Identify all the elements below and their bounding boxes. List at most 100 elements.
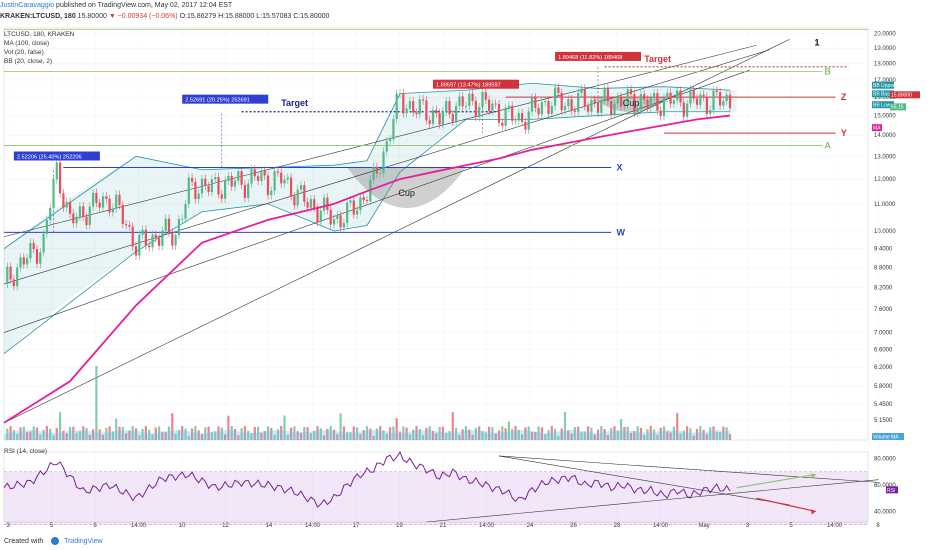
candle [646,99,649,108]
volume-bar [85,427,88,440]
x-tick-label: 24 [527,523,534,529]
candle [547,101,550,114]
candle [629,89,633,95]
volume-bar [336,434,339,440]
volume-bar [497,430,501,440]
volume-bar [144,426,147,440]
x-tick-label: 28 [614,523,621,529]
candle [725,94,728,101]
volume-bar [596,429,600,440]
candle [695,98,699,105]
candle [455,105,458,122]
volume-bar [560,428,563,440]
volume-bar [415,426,418,440]
indicator-vol-label[interactable]: Vol (20, false) [4,49,44,56]
candle [613,103,616,115]
volume-bar [39,434,42,440]
candle [98,202,101,208]
candle [131,226,134,247]
axis-badge-label: BB Lower [873,103,895,109]
volume-bar [6,428,9,440]
volume-bar [445,432,448,440]
y-tick-label: 5.1500 [874,418,893,424]
axis-badge-label: RSI [887,488,895,494]
volume-bar [392,426,395,440]
rsi-trend-line [426,479,879,523]
price-chart[interactable]: 20.000019.000018.000017.000016.000015.00… [0,22,932,534]
candle [138,234,141,256]
volume-bar [620,419,623,440]
candle [72,213,75,224]
indicator-bb-label[interactable]: BB (20, close, 2) [4,58,53,65]
volume-bar [134,428,138,440]
indicator-rsi-label[interactable]: RSI (14, close) [4,448,47,455]
volume-bar [240,428,243,440]
volume-bar [593,434,596,440]
volume-bar [705,434,708,440]
candle [148,245,151,248]
volume-bar [92,429,95,440]
x-tick-label: 12 [222,523,229,529]
volume-bar [448,431,451,440]
volume-bar [359,433,362,440]
volume-bar [537,426,540,440]
candle [276,171,279,173]
candle [679,90,682,103]
tradingview-link[interactable]: TradingView [64,538,103,545]
volume-bar [148,429,151,440]
candle [227,175,230,181]
x-tick-label: 5 [50,523,54,529]
volume-bar [626,426,629,440]
candle [418,99,421,115]
volume-bar [385,433,388,440]
volume-bar [233,428,237,440]
volume-bar [319,428,322,440]
axis-badge [886,486,898,494]
volume-ma-area [4,430,730,440]
candle [82,206,85,217]
candle [230,175,233,187]
candle [517,113,520,121]
volume-bar [550,426,553,440]
volume-bar [478,426,481,440]
volume-bar [484,432,487,440]
candle [431,109,435,124]
y-tick-label: 16.0000 [874,95,896,101]
volume-bar [573,427,576,440]
volume-bar [187,435,190,440]
candle [600,100,603,113]
volume-bar [623,426,626,440]
author-link[interactable]: JustinCaravaggio [0,2,55,9]
volume-bar [583,431,586,440]
volume-bar [177,430,180,440]
volume-bar [207,426,210,440]
indicator-ma-label[interactable]: MA (100, close) [4,40,50,47]
volume-bar [517,429,520,440]
candle [441,111,444,125]
candle [164,218,167,231]
volume-bar [250,433,253,440]
candle [593,99,596,103]
candle [488,99,491,111]
candle [204,178,207,186]
y-tick-label: 6.6000 [874,347,893,353]
x-tick-label: 14:00 [479,523,495,529]
candle [686,103,689,117]
candle [316,207,319,223]
candle [639,94,642,108]
volume-bar [151,434,154,440]
rsi-y-tick-label: 40.0000 [874,509,896,515]
candle [653,93,656,98]
candle [596,102,600,113]
volume-bar [75,432,78,440]
measure-label: 1.89468 (11.82%) 189468 [558,55,622,61]
candle [92,192,95,207]
volume-bar [184,428,187,440]
candle [52,179,55,208]
x-tick-label: 14:00 [131,523,147,529]
candle [319,210,322,223]
candle [101,196,105,208]
volume-bar [299,432,303,440]
candle [709,109,712,115]
volume-bar [214,431,217,440]
